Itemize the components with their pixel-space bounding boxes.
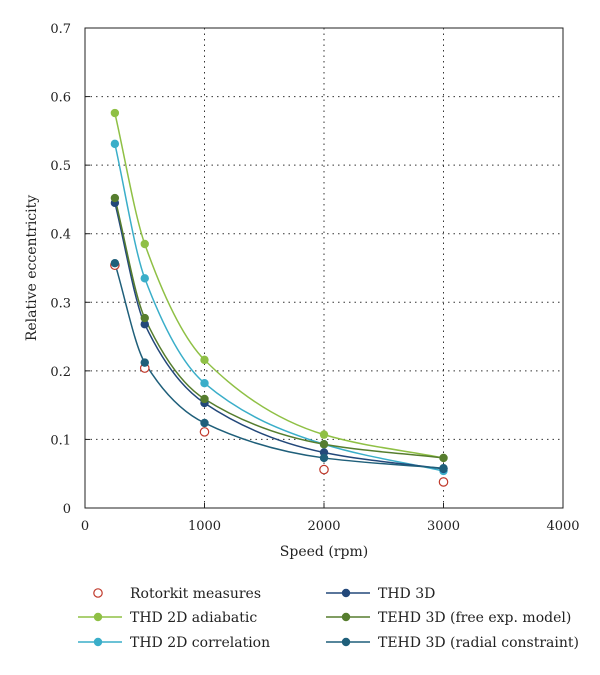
data-point: [200, 394, 209, 404]
y-axis-title: Relative eccentricity: [24, 195, 40, 341]
y-tick-label: 0.4: [50, 228, 71, 243]
legend-label: THD 2D correlation: [130, 635, 270, 651]
data-point: [200, 379, 209, 388]
y-tick-label: 0.1: [50, 433, 71, 448]
legend-label: TEHD 3D (free exp. model): [378, 610, 571, 626]
x-tick-label: 1000: [188, 519, 221, 534]
legend-label: TEHD 3D (radial constraint): [378, 635, 579, 651]
y-tick-label: 0.2: [50, 365, 71, 380]
y-tick-label: 0.5: [50, 159, 71, 174]
data-point: [140, 274, 149, 283]
legend-swatch: [341, 612, 351, 622]
legend-item: Rotorkit measures: [93, 586, 261, 602]
x-axis-title: Speed (rpm): [280, 544, 368, 560]
data-point: [110, 139, 120, 149]
x-tick-label: 0: [81, 519, 89, 534]
data-point: [140, 239, 149, 249]
legend-label: THD 2D adiabatic: [130, 610, 257, 626]
data-point: [438, 477, 449, 487]
legend-swatch: [93, 612, 103, 622]
series-line-4: [114, 197, 444, 459]
axis-ticks: 0 1000 2000 3000 4000 0 0.1 0.2 0.3 0.4 0.5 0.6 0.7: [50, 22, 579, 534]
data-point: [110, 193, 120, 203]
data-point: [200, 355, 209, 365]
legend-swatch: [341, 637, 351, 647]
legend-label: THD 3D: [378, 586, 435, 602]
data-point: [319, 430, 329, 439]
x-tick-label: 3000: [427, 519, 460, 534]
series-layer: [110, 108, 449, 487]
y-tick-label: 0.7: [50, 22, 71, 37]
data-point: [319, 453, 329, 463]
legend-item: THD 2D adiabatic: [78, 610, 257, 626]
data-point: [110, 108, 120, 118]
legend-swatch: [93, 637, 103, 647]
data-point: [439, 464, 448, 473]
data-point: [319, 464, 329, 475]
legend-label: Rotorkit measures: [130, 586, 261, 602]
data-point: [140, 320, 149, 329]
data-point: [439, 453, 448, 463]
legend-swatch: [341, 588, 351, 598]
data-point: [319, 440, 329, 449]
legend-item: THD 2D correlation: [78, 635, 270, 651]
y-tick-label: 0: [63, 502, 71, 517]
legend: Rotorkit measures THD 2D adiabatic THD 2D …: [78, 586, 579, 651]
legend-item: TEHD 3D (radial constraint): [326, 635, 579, 651]
data-point: [110, 259, 120, 268]
x-tick-label: 2000: [307, 519, 340, 534]
data-point: [200, 418, 209, 428]
y-tick-label: 0.3: [50, 296, 71, 311]
data-point: [199, 427, 210, 437]
y-tick-label: 0.6: [50, 91, 71, 106]
x-tick-label: 4000: [546, 519, 579, 534]
legend-item: TEHD 3D (free exp. model): [326, 610, 571, 626]
data-point: [140, 313, 149, 323]
data-point: [140, 358, 149, 367]
legend-item: THD 3D: [326, 586, 435, 602]
series-line-2: [114, 143, 444, 472]
legend-swatch: [93, 588, 103, 598]
